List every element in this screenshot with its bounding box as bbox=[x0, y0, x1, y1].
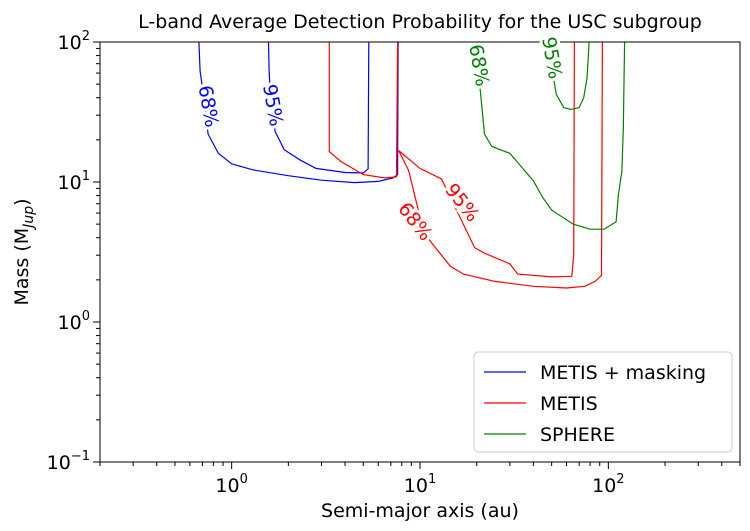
y-axis-label: Mass (MJup) bbox=[11, 199, 37, 306]
contour-label-0-1: 95% bbox=[258, 83, 287, 128]
contour-line-1-2 bbox=[398, 42, 575, 278]
legend-box bbox=[473, 351, 733, 453]
y-tick-label: 10−1 bbox=[47, 449, 90, 474]
chart-title: L-band Average Detection Probability for… bbox=[138, 11, 702, 33]
contour-line-2-0 bbox=[476, 42, 626, 230]
x-axis-label: Semi-major axis (au) bbox=[321, 500, 519, 522]
legend-label: METIS + masking bbox=[540, 362, 706, 384]
legend: METIS + masking METIS SPHERE bbox=[473, 351, 733, 453]
y-tick-label: 102 bbox=[58, 29, 90, 54]
x-tick-label: 100 bbox=[215, 472, 247, 497]
contour-line-2-1 bbox=[546, 42, 590, 111]
contour-line-1-1 bbox=[398, 42, 603, 289]
contour-label-0-0: 68% bbox=[194, 84, 223, 129]
contour-line-1-0 bbox=[328, 42, 399, 179]
y-tick-label: 100 bbox=[58, 309, 90, 334]
contour-line-0-1 bbox=[267, 42, 370, 174]
legend-label: SPHERE bbox=[540, 424, 615, 446]
y-tick-label: 101 bbox=[58, 169, 90, 194]
x-tick-label: 101 bbox=[404, 472, 436, 497]
contour-label-1-0: 68% bbox=[393, 198, 436, 245]
contour-label-1-2: 95% bbox=[440, 179, 483, 226]
contour-line-0-0 bbox=[198, 42, 399, 184]
legend-label: METIS bbox=[540, 393, 598, 415]
contour-label-2-0: 68% bbox=[464, 43, 493, 88]
x-tick-label: 102 bbox=[592, 472, 624, 497]
